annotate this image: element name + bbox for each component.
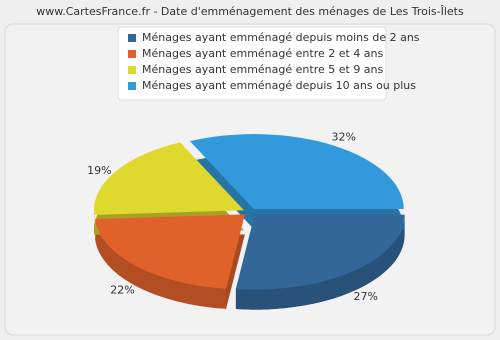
slice-side — [235, 214, 405, 310]
legend — [117, 26, 387, 101]
legend-label: Ménages ayant emménagé entre 2 et 4 ans — [142, 47, 384, 60]
slice-label: 19% — [87, 164, 111, 177]
legend-label: Ménages ayant emménagé entre 5 et 9 ans — [142, 63, 384, 76]
slice-label: 27% — [354, 290, 378, 303]
legend-swatch — [128, 50, 136, 58]
slice-side — [95, 219, 227, 309]
pie-tops — [93, 134, 405, 290]
legend-swatch — [128, 82, 136, 90]
legend-items: Ménages ayant emménagé depuis moins de 2… — [128, 31, 420, 92]
slice — [93, 142, 244, 215]
pie-labels: 27% 22% 19% 32% — [87, 131, 378, 303]
slice — [95, 214, 245, 289]
slice-label: 22% — [110, 283, 134, 296]
legend-label: Ménages ayant emménagé depuis 10 ans ou … — [142, 79, 416, 92]
legend-label: Ménages ayant emménagé depuis moins de 2… — [142, 31, 420, 44]
slice — [235, 214, 405, 290]
chart-title: www.CartesFrance.fr - Date d'emménagemen… — [36, 5, 464, 18]
slice — [189, 134, 404, 210]
slice-label: 32% — [332, 131, 356, 144]
legend-swatch — [128, 34, 136, 42]
legend-swatch — [128, 66, 136, 74]
